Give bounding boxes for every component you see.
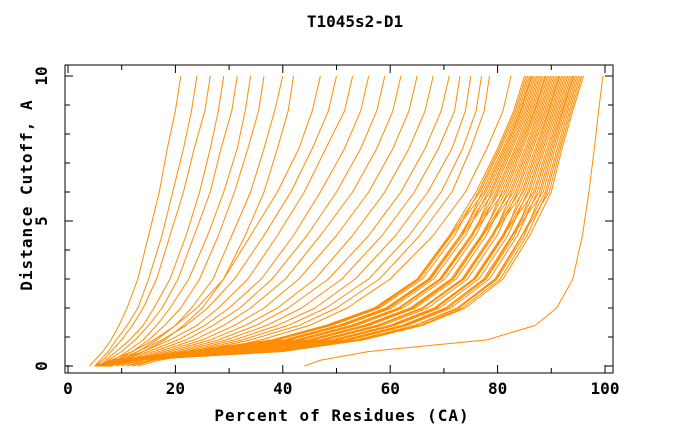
y-tick-label: 0 (32, 361, 51, 371)
model-curve (109, 75, 580, 367)
model-curve (95, 75, 527, 367)
model-curve (100, 75, 547, 367)
model-curve (102, 75, 555, 367)
model-curve (110, 75, 584, 367)
model-curve (98, 75, 539, 367)
x-tick-label: 0 (63, 379, 73, 398)
x-axis-title: Percent of Residues (CA) (214, 406, 470, 425)
model-curve (99, 75, 225, 367)
model-curve (110, 75, 284, 367)
model-curve (116, 75, 402, 367)
model-curve (94, 75, 198, 367)
model-curve (95, 75, 530, 367)
model-curve (96, 75, 532, 367)
model-curve (116, 75, 418, 367)
model-curve (96, 75, 533, 367)
y-axis-title: Distance Cutoff, A (17, 99, 36, 291)
model-curve (110, 75, 386, 367)
y-tick-label: 5 (32, 216, 51, 226)
model-curve (103, 75, 557, 367)
model-curve (105, 75, 337, 367)
model-curve (121, 75, 434, 367)
x-tick-label: 40 (273, 379, 292, 398)
model-curve (99, 75, 238, 367)
x-tick-label: 60 (381, 379, 400, 398)
x-tick-label: 100 (591, 379, 620, 398)
plot-frame (64, 64, 614, 374)
x-tick-label: 80 (488, 379, 507, 398)
x-tick-label: 20 (166, 379, 185, 398)
model-curve (105, 75, 252, 367)
model-curve (99, 75, 544, 367)
y-tick-label: 10 (32, 66, 51, 85)
model-curve (104, 75, 562, 367)
model-curve (97, 75, 538, 367)
chart-title: T1045s2-D1 (306, 12, 404, 31)
model-curve (105, 75, 354, 367)
model-curve (304, 75, 604, 367)
model-curve (89, 75, 182, 367)
model-curve (94, 75, 211, 367)
model-curve (102, 75, 553, 367)
model-curve (110, 75, 370, 367)
model-curve (107, 75, 571, 367)
model-curve (99, 75, 321, 367)
